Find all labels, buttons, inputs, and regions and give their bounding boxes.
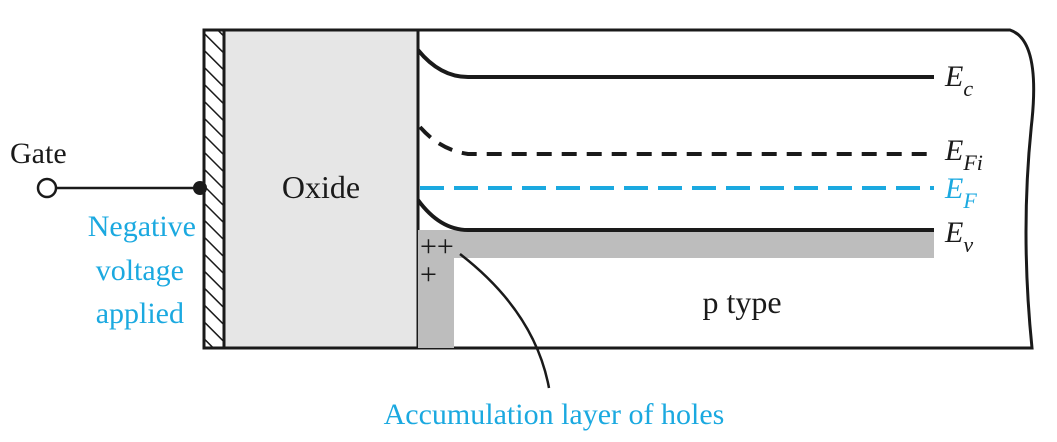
accumulation-layer	[418, 230, 934, 348]
region-label: p type	[702, 284, 781, 320]
accumulation-pointer	[459, 253, 551, 389]
oxide-layer	[222, 28, 420, 350]
conduction-band-label: Ec	[944, 60, 973, 101]
fermi-level-label: EF	[944, 172, 977, 213]
holes-row-2: +	[420, 258, 437, 291]
intrinsic-level-line	[418, 125, 934, 156]
gate-metal	[202, 28, 226, 350]
gate-contact-dot	[193, 181, 207, 195]
valence-band-line	[416, 198, 934, 232]
gate-terminal	[36, 177, 58, 199]
oxide-label: Oxide	[282, 169, 360, 205]
bias-label-line-1: Negative	[88, 210, 196, 243]
bias-label-line-3: applied	[96, 297, 184, 330]
semiconductor-outline	[418, 28, 1036, 350]
holes-row-1: ++	[420, 230, 454, 263]
conduction-band-line	[416, 48, 934, 79]
valence-band-label: Ev	[944, 216, 973, 257]
gate-label: Gate	[10, 137, 67, 170]
intrinsic-level-label: EFi	[944, 134, 983, 175]
bias-label-line-2: voltage	[96, 254, 184, 287]
accumulation-label: Accumulation layer of holes	[384, 398, 725, 431]
